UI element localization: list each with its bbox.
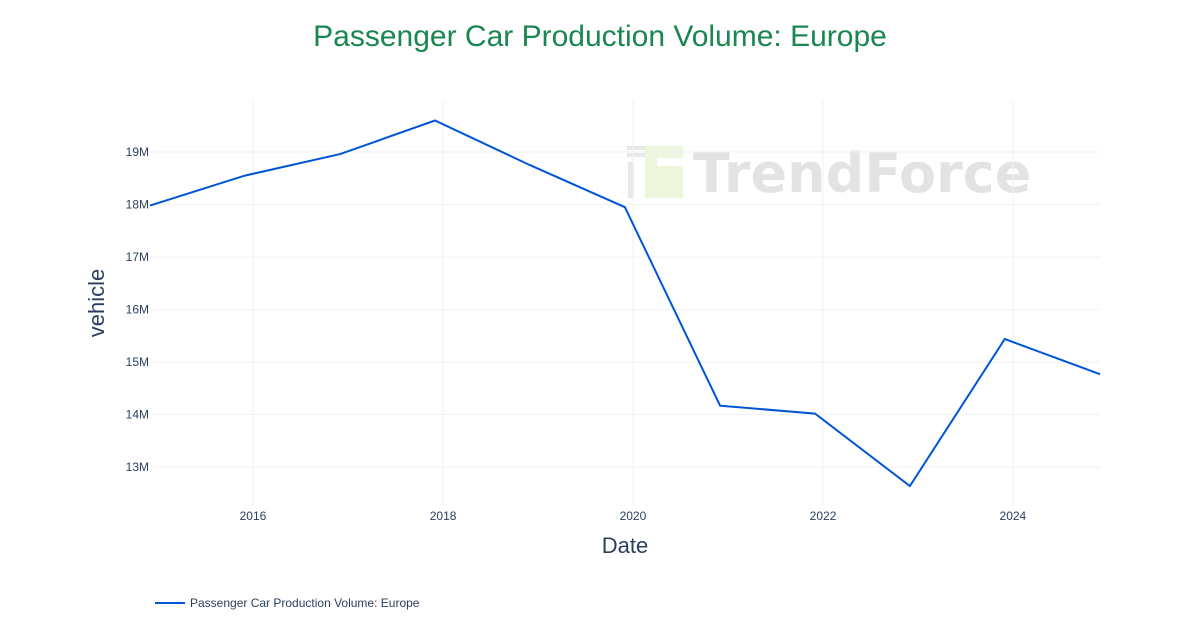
y-tick-label: 16M (126, 303, 149, 317)
x-axis-title: Date (602, 533, 648, 558)
x-tick-label: 2020 (620, 509, 647, 523)
y-tick-label: 14M (126, 408, 149, 422)
y-tick-label: 17M (126, 250, 149, 264)
y-tick-label: 13M (126, 460, 149, 474)
chart-title: Passenger Car Production Volume: Europe (313, 20, 887, 53)
y-tick-label: 18M (126, 198, 149, 212)
x-tick-label: 2018 (430, 509, 457, 523)
trendforce-watermark-logo: TrendForce (627, 142, 1031, 205)
y-tick-label: 15M (126, 355, 149, 369)
y-tick-label: 19M (126, 145, 149, 159)
legend-swatch (155, 602, 185, 604)
svg-text:TrendForce: TrendForce (693, 142, 1031, 205)
legend[interactable]: Passenger Car Production Volume: Europe (155, 596, 419, 610)
x-tick-label: 2024 (1000, 509, 1027, 523)
legend-label: Passenger Car Production Volume: Europe (190, 596, 420, 610)
x-tick-label: 2022 (810, 509, 837, 523)
x-tick-label: 2016 (240, 509, 267, 523)
y-axis-title: vehicle (84, 269, 109, 337)
series-line (149, 119, 1101, 488)
